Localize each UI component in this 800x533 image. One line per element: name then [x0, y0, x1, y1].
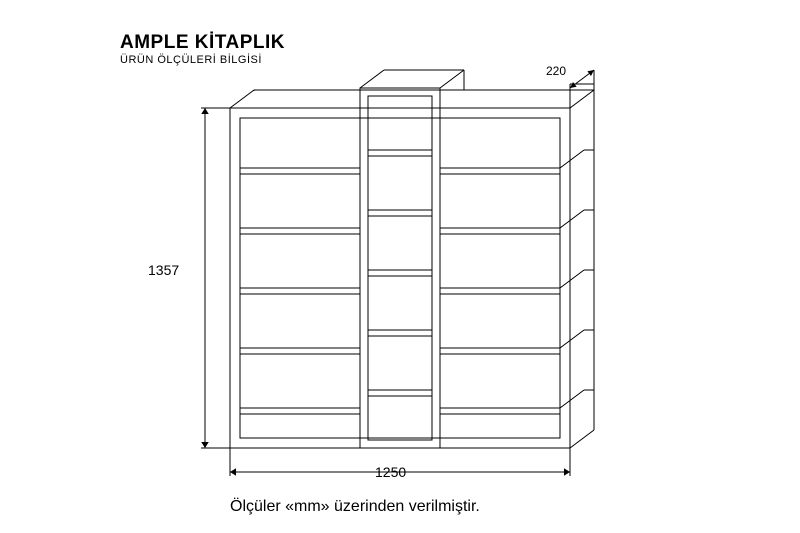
dimension-width-label: 1250 — [375, 464, 406, 480]
diagram-svg — [0, 0, 800, 533]
dimension-height-label: 1357 — [148, 262, 179, 278]
dimension-depth-label: 220 — [546, 64, 566, 78]
canvas: AMPLE KİTAPLIK ÜRÜN ÖLÇÜLERİ BİLGİSİ 135… — [0, 0, 800, 533]
footnote-text: Ölçüler «mm» üzerinden verilmiştir. — [230, 498, 480, 516]
